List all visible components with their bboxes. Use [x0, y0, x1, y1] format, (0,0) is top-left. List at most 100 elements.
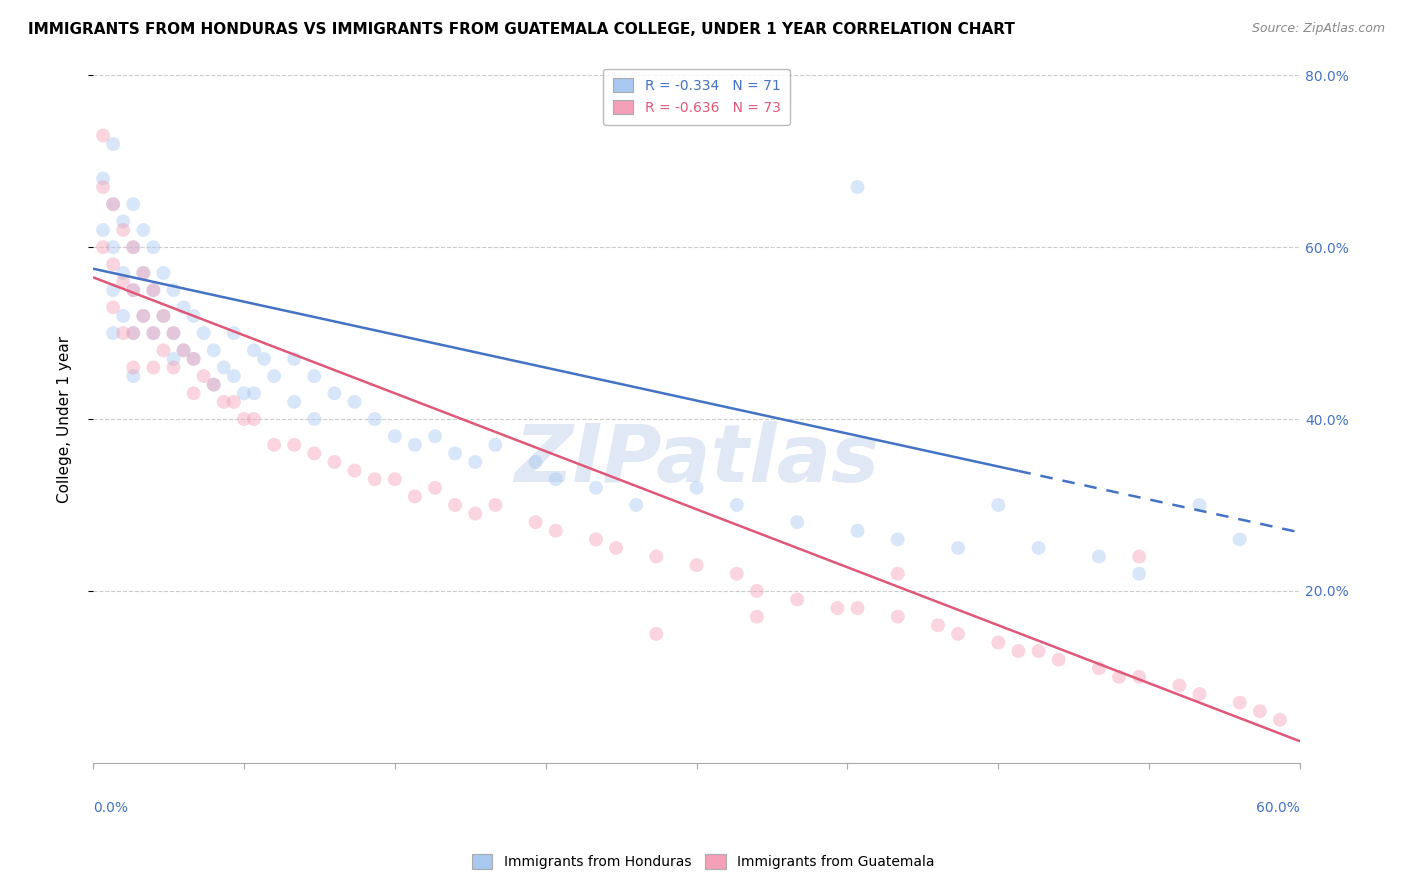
Point [827, 601, 849, 615]
Point [1268, 713, 1291, 727]
Point [685, 558, 707, 573]
Point [1047, 653, 1070, 667]
Text: ZIPatlas: ZIPatlas [515, 421, 879, 500]
Point [624, 498, 647, 512]
Point [946, 541, 969, 555]
Point [363, 472, 385, 486]
Point [162, 326, 184, 340]
Point [1028, 541, 1050, 555]
Point [1128, 670, 1150, 684]
Point [122, 240, 145, 254]
Point [1168, 678, 1191, 692]
Point [253, 351, 276, 366]
Point [132, 309, 155, 323]
Point [846, 524, 869, 538]
Point [304, 412, 326, 426]
Point [886, 533, 908, 547]
Point [946, 627, 969, 641]
Point [112, 223, 135, 237]
Point [283, 351, 305, 366]
Point [464, 455, 486, 469]
Point [142, 326, 165, 340]
Y-axis label: College, Under 1 year: College, Under 1 year [58, 335, 72, 502]
Point [786, 515, 808, 529]
Point [886, 609, 908, 624]
Point [91, 171, 114, 186]
Point [142, 240, 165, 254]
Point [1249, 704, 1271, 718]
Point [1188, 687, 1211, 701]
Point [1028, 644, 1050, 658]
Point [585, 481, 607, 495]
Point [122, 326, 145, 340]
Point [524, 455, 547, 469]
Point [1229, 533, 1251, 547]
Legend: R = -0.334   N = 71, R = -0.636   N = 73: R = -0.334 N = 71, R = -0.636 N = 73 [603, 69, 790, 125]
Point [464, 507, 486, 521]
Point [423, 481, 446, 495]
Point [263, 369, 285, 384]
Point [745, 583, 768, 598]
Point [132, 223, 155, 237]
Point [152, 266, 174, 280]
Point [605, 541, 627, 555]
Point [645, 627, 668, 641]
Point [101, 257, 124, 271]
Point [1007, 644, 1029, 658]
Point [886, 566, 908, 581]
Point [122, 283, 145, 297]
Point [645, 549, 668, 564]
Point [987, 635, 1010, 649]
Point [91, 180, 114, 194]
Point [927, 618, 949, 632]
Point [101, 197, 124, 211]
Point [304, 369, 326, 384]
Point [152, 309, 174, 323]
Point [786, 592, 808, 607]
Point [202, 377, 225, 392]
Point [1229, 696, 1251, 710]
Text: IMMIGRANTS FROM HONDURAS VS IMMIGRANTS FROM GUATEMALA COLLEGE, UNDER 1 YEAR CORR: IMMIGRANTS FROM HONDURAS VS IMMIGRANTS F… [28, 22, 1015, 37]
Point [101, 137, 124, 152]
Point [122, 283, 145, 297]
Point [112, 309, 135, 323]
Point [122, 360, 145, 375]
Point [544, 524, 567, 538]
Point [283, 395, 305, 409]
Point [222, 326, 245, 340]
Point [1128, 566, 1150, 581]
Point [91, 223, 114, 237]
Point [484, 438, 506, 452]
Point [544, 472, 567, 486]
Point [444, 498, 467, 512]
Point [585, 533, 607, 547]
Point [91, 128, 114, 143]
Point [142, 360, 165, 375]
Point [222, 395, 245, 409]
Point [745, 609, 768, 624]
Point [152, 309, 174, 323]
Point [343, 464, 366, 478]
Point [685, 481, 707, 495]
Point [1128, 549, 1150, 564]
Point [222, 369, 245, 384]
Point [142, 283, 165, 297]
Point [122, 197, 145, 211]
Point [183, 386, 205, 401]
Point [183, 351, 205, 366]
Point [122, 369, 145, 384]
Point [162, 360, 184, 375]
Point [132, 309, 155, 323]
Point [243, 343, 266, 358]
Point [323, 386, 346, 401]
Point [1108, 670, 1130, 684]
Text: 60.0%: 60.0% [1256, 801, 1301, 814]
Point [524, 515, 547, 529]
Point [243, 412, 266, 426]
Point [101, 283, 124, 297]
Point [183, 351, 205, 366]
Point [112, 275, 135, 289]
Point [404, 489, 426, 503]
Point [122, 326, 145, 340]
Point [384, 472, 406, 486]
